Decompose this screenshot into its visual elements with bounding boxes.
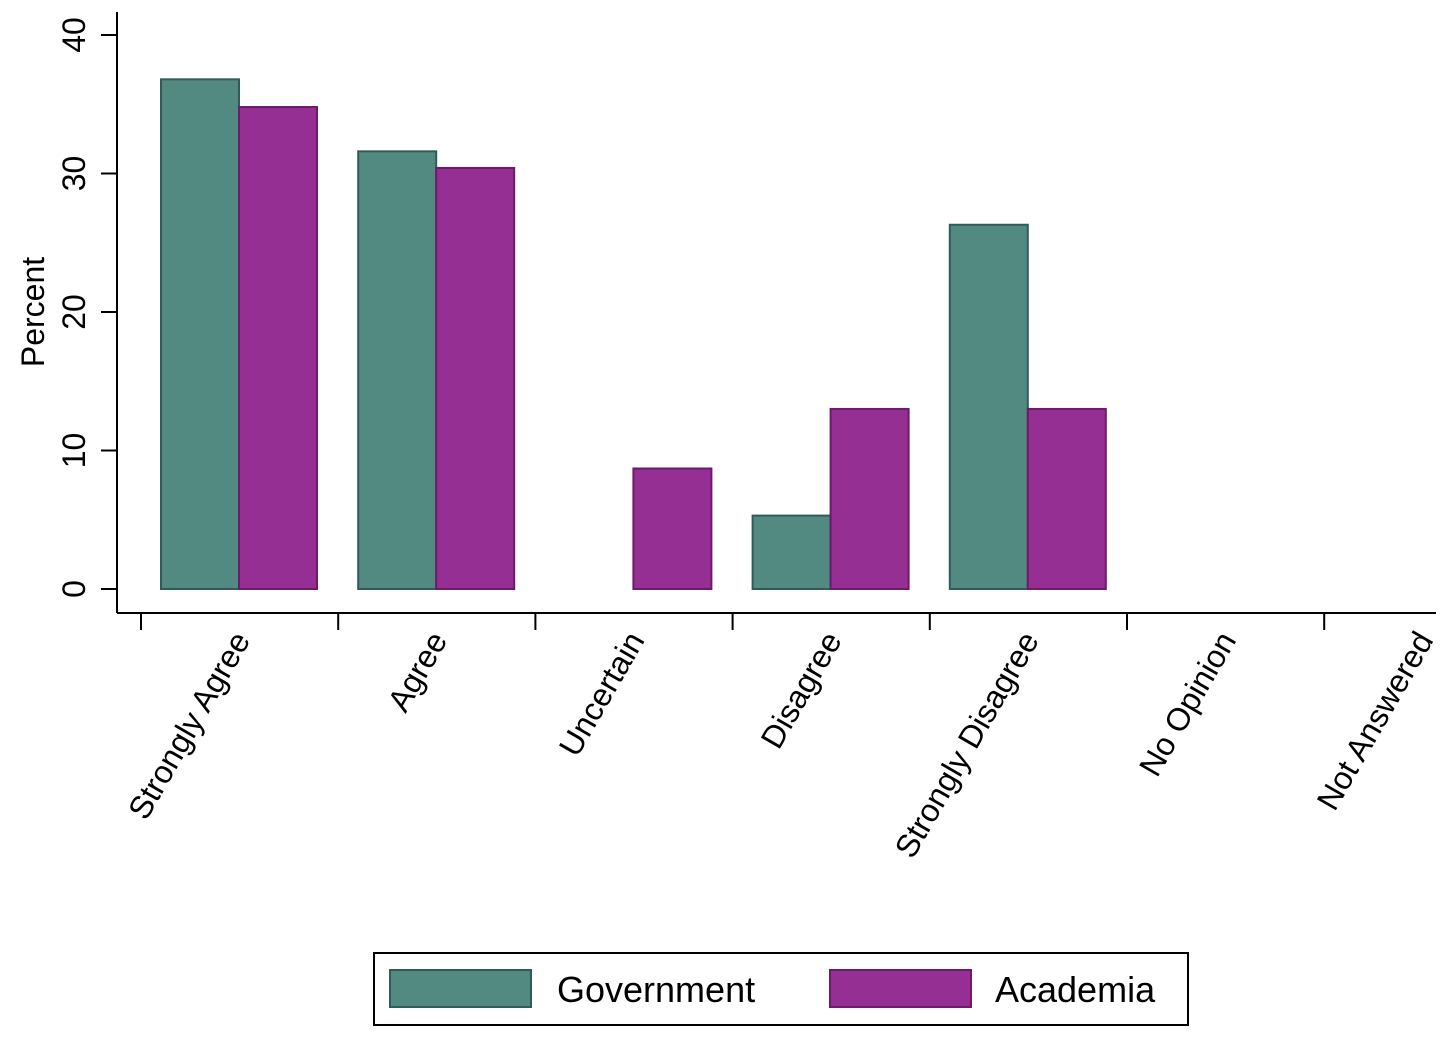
y-axis-title: Percent [15,257,51,367]
bar [829,407,910,591]
bar [357,150,438,590]
y-tick-label: 40 [56,17,92,53]
x-tick-label: Not Answered [1309,626,1440,817]
bar [160,78,240,590]
bar [751,514,832,590]
legend: Government Academia [373,952,1189,1026]
x-tick-label: Disagree [753,626,848,755]
y-tick-label: 10 [56,433,92,469]
x-tick-label: No Opinion [1132,626,1243,783]
bar [238,106,318,591]
plot-area [160,78,1107,591]
bar [948,223,1029,590]
x-tick-label: Uncertain [552,626,652,763]
bar [632,467,713,591]
y-tick-label: 0 [56,580,92,598]
x-tick-label: Strongly Disagree [888,626,1046,864]
bar [1026,407,1107,591]
legend-swatch [389,969,532,1008]
y-tick-label: 30 [56,156,92,192]
y-axis: 0 10 20 30 40 [56,12,118,613]
x-tick-label: Strongly Agree [121,626,257,826]
legend-label: Academia [995,969,1156,1010]
bar [435,166,516,591]
y-tick-label: 20 [56,294,92,330]
x-axis: Strongly Agree Agree Uncertain Disagree Stro… [117,612,1440,864]
legend-label: Government [557,969,755,1010]
legend-swatch [829,969,972,1008]
x-tick-label: Agree [380,626,454,718]
